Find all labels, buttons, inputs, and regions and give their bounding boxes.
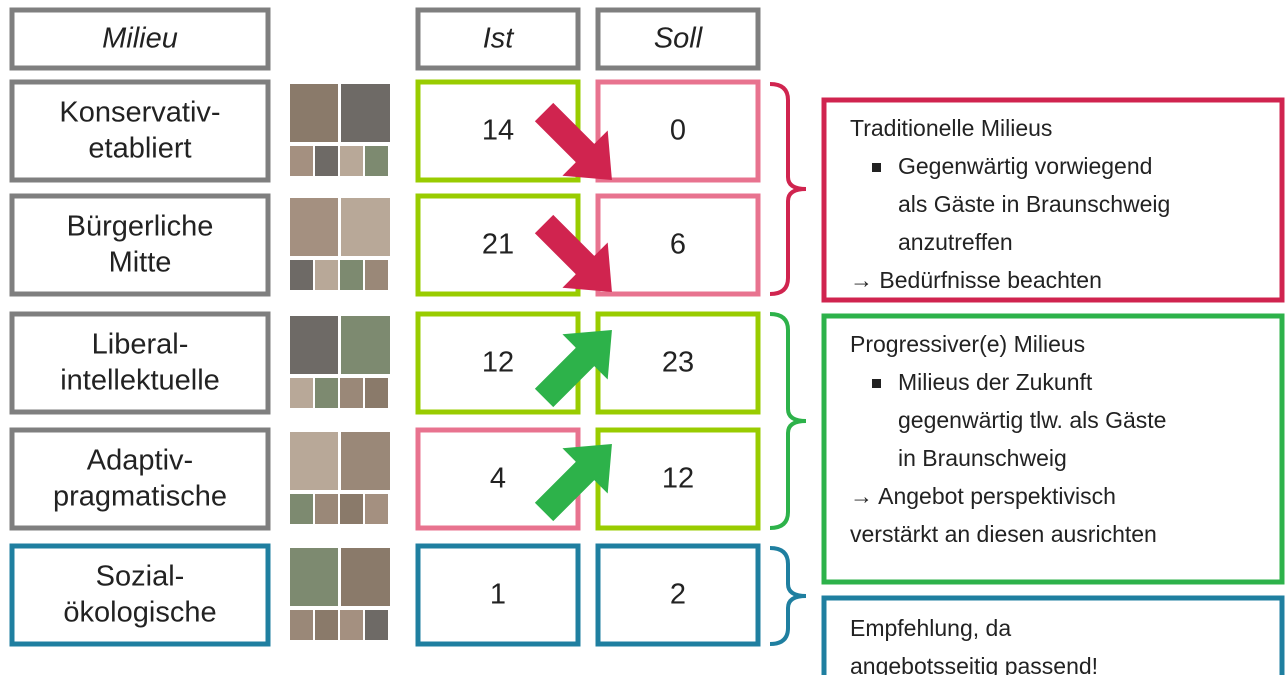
- group-title: Empfehlung, da: [850, 615, 1011, 641]
- photo: [290, 260, 313, 290]
- photo: [290, 548, 338, 606]
- photo: [315, 146, 338, 176]
- photo: [315, 610, 338, 640]
- photo: [340, 146, 363, 176]
- photo: [315, 260, 338, 290]
- group-title: Progressiver(e) Milieus: [850, 331, 1085, 357]
- milieu-name: Liberal-: [92, 329, 189, 361]
- milieu-name: Adaptiv-: [87, 445, 193, 477]
- group-bullet: anzutreffen: [898, 229, 1013, 255]
- milieu-name: Konservativ-: [59, 97, 220, 129]
- photo: [365, 260, 388, 290]
- photo: [365, 146, 388, 176]
- photo: [341, 198, 390, 256]
- ist-value: 12: [482, 347, 514, 379]
- group-bullet: als Gäste in Braunschweig: [898, 191, 1170, 217]
- group-conclusion: → Bedürfnisse beachten: [850, 267, 1102, 293]
- group-conclusion: angebotsseitig passend!: [850, 653, 1098, 675]
- photo: [341, 548, 390, 606]
- photo: [290, 432, 338, 490]
- photo: [315, 378, 338, 408]
- photo: [290, 610, 313, 640]
- photo: [341, 432, 390, 490]
- photo: [290, 84, 338, 142]
- soll-value: 23: [662, 347, 694, 379]
- milieu-name: Sozial-: [96, 561, 185, 593]
- group-bullet: Gegenwärtig vorwiegend: [898, 153, 1152, 179]
- ist-value: 1: [490, 579, 506, 611]
- photo: [341, 84, 390, 142]
- bullet: [872, 163, 881, 172]
- group-bullet: in Braunschweig: [898, 445, 1067, 471]
- milieu-name: etabliert: [88, 133, 191, 165]
- photo: [290, 494, 313, 524]
- photo: [340, 260, 363, 290]
- header-label: Ist: [483, 23, 516, 55]
- ist-value: 4: [490, 463, 506, 495]
- soll-value: 0: [670, 115, 686, 147]
- ist-value: 21: [482, 229, 514, 261]
- group-title: Traditionelle Milieus: [850, 115, 1052, 141]
- group-conclusion: verstärkt an diesen ausrichten: [850, 521, 1157, 547]
- photo: [365, 610, 388, 640]
- soll-value: 2: [670, 579, 686, 611]
- soll-value: 6: [670, 229, 686, 261]
- milieu-name: intellektuelle: [60, 365, 220, 397]
- photo: [290, 198, 338, 256]
- milieu-name: Bürgerliche: [67, 211, 214, 243]
- photo: [365, 378, 388, 408]
- milieu-name: ökologische: [63, 597, 216, 629]
- photo: [341, 316, 390, 374]
- header-label: Milieu: [102, 23, 178, 55]
- ist-value: 14: [482, 115, 514, 147]
- header-label: Soll: [654, 23, 704, 55]
- group-conclusion: → Angebot perspektivisch: [850, 483, 1116, 509]
- photo: [315, 494, 338, 524]
- brace: [770, 314, 806, 528]
- photo: [340, 494, 363, 524]
- slide: MilieuIstSollKonservativ-etabliert140Bür…: [0, 0, 1285, 675]
- brace: [770, 84, 806, 294]
- photo: [290, 378, 313, 408]
- milieu-name: pragmatische: [53, 481, 227, 513]
- group-bullet: Milieus der Zukunft: [898, 369, 1093, 395]
- photo: [340, 610, 363, 640]
- milieu-name: Mitte: [109, 247, 172, 279]
- group-bullet: gegenwärtig tlw. als Gäste: [898, 407, 1166, 433]
- soll-value: 12: [662, 463, 694, 495]
- bullet: [872, 379, 881, 388]
- photo: [365, 494, 388, 524]
- photo: [290, 146, 313, 176]
- brace: [770, 548, 806, 644]
- photo: [340, 378, 363, 408]
- photo: [290, 316, 338, 374]
